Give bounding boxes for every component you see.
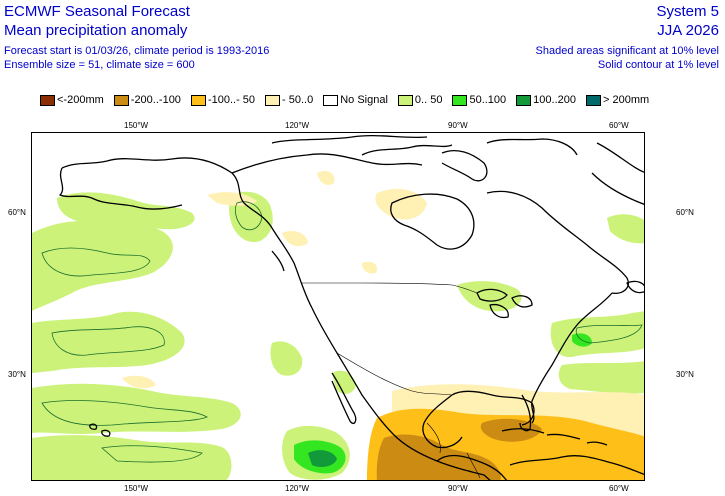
legend-swatch: [323, 94, 339, 106]
legend-label: - 50..0: [282, 94, 314, 106]
lon-tick-bottom: 150°W: [124, 484, 149, 493]
season-label: JJA 2026: [657, 22, 719, 39]
legend-label: 100..200: [533, 94, 576, 106]
product-title: ECMWF Seasonal Forecast: [4, 3, 190, 20]
legend-swatch: [585, 94, 601, 106]
legend-swatch: [113, 94, 129, 106]
map-panel: [31, 132, 645, 481]
significance-note: Shaded areas significant at 10% level: [535, 45, 719, 57]
legend-label: <-200mm: [57, 94, 104, 106]
legend-item: > 200mm: [585, 94, 650, 106]
system-label: System 5: [656, 3, 719, 20]
significance-contours: [41, 201, 643, 463]
legend-label: -100..- 50: [207, 94, 256, 106]
lat-tick-left: 60°N: [8, 208, 26, 217]
forecast-info: Forecast start is 01/03/26, climate peri…: [4, 45, 270, 57]
lat-tick-left: 30°N: [8, 370, 26, 379]
legend-label: 0.. 50: [414, 94, 443, 106]
legend-item: 100..200: [516, 94, 576, 106]
lon-tick-top: 150°W: [124, 121, 149, 130]
legend-swatch: [190, 94, 206, 106]
legend-label: > 200mm: [602, 94, 650, 106]
lat-tick-right: 60°N: [676, 208, 694, 217]
legend-item: -200..-100: [113, 94, 181, 106]
legend-item: 0.. 50: [397, 94, 443, 106]
lon-tick-top: 90°W: [448, 121, 468, 130]
anomaly-map: [32, 134, 644, 480]
legend-swatch: [452, 94, 468, 106]
lon-tick-top: 60°W: [609, 121, 629, 130]
lon-tick-bottom: 90°W: [448, 484, 468, 493]
coastlines: [59, 134, 644, 480]
legend-swatch: [265, 94, 281, 106]
variable-title: Mean precipitation anomaly: [4, 22, 188, 39]
lon-tick-bottom: 120°W: [285, 484, 310, 493]
legend: <-200mm -200..-100 -100..- 50 - 50..0 No…: [40, 93, 659, 107]
legend-label: 50..100: [469, 94, 507, 106]
legend-label: No Signal: [340, 94, 388, 106]
lon-tick-bottom: 60°W: [609, 484, 629, 493]
very-strong-positive-areas: [308, 450, 337, 467]
legend-item: <-200mm: [40, 94, 104, 106]
ensemble-info: Ensemble size = 51, climate size = 600: [4, 59, 195, 71]
legend-swatch: [40, 94, 55, 106]
legend-label: -200..-100: [130, 94, 181, 106]
lon-tick-top: 120°W: [285, 121, 310, 130]
legend-item: 50..100: [452, 94, 506, 106]
legend-item: - 50..0: [265, 94, 313, 106]
legend-swatch: [397, 94, 413, 106]
lat-tick-right: 30°N: [676, 370, 694, 379]
borders: [302, 282, 481, 479]
contour-note: Solid contour at 1% level: [597, 59, 719, 71]
legend-item: -100..- 50: [190, 94, 256, 106]
legend-swatch: [516, 94, 532, 106]
legend-item: No Signal: [323, 94, 388, 106]
